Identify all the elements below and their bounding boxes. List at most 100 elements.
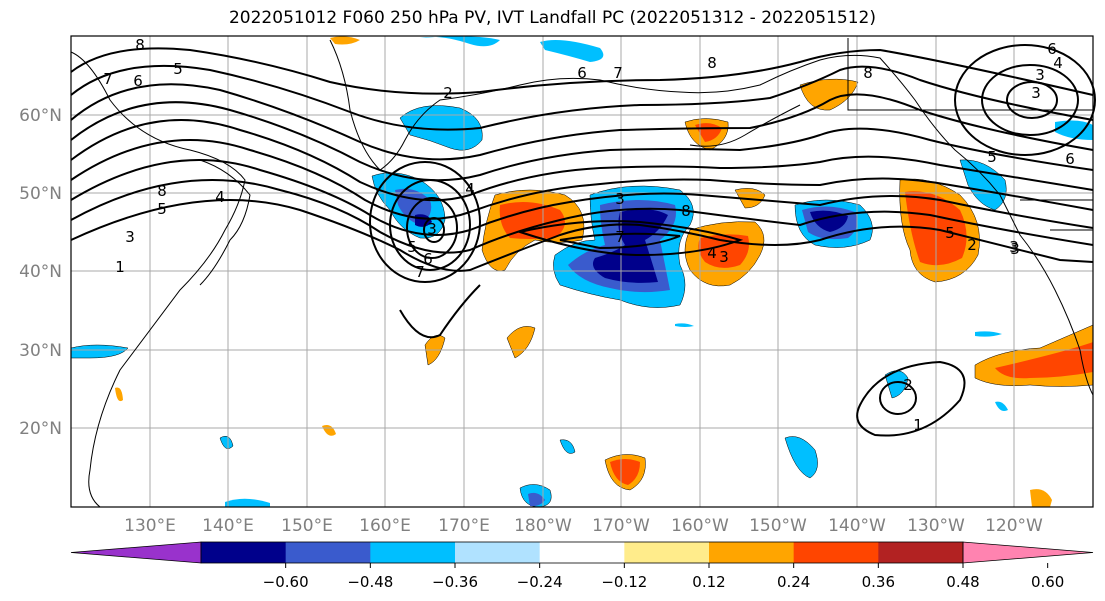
- contour-label: 5: [157, 200, 167, 218]
- longitude-tick-label: 130°W: [907, 516, 965, 536]
- contour-label: 1: [913, 416, 923, 434]
- contour-label: 6: [1065, 150, 1075, 168]
- contour-label: 1: [115, 258, 125, 276]
- longitude-tick-label: 170°W: [592, 516, 650, 536]
- colorbar-segment: [624, 542, 710, 563]
- contour-label: 3: [427, 220, 437, 238]
- shade-blob: [528, 492, 545, 507]
- latitude-tick-label: 60°N: [19, 106, 62, 126]
- shade-blob: [219, 436, 234, 449]
- colorbar-segment: [370, 542, 456, 563]
- gridlines: [71, 36, 1093, 507]
- contour-label: 3: [1031, 84, 1041, 102]
- shade-blob: [499, 201, 565, 239]
- longitude-tick-label: 160°W: [671, 516, 729, 536]
- shade-blob: [884, 370, 909, 399]
- contour-label: 8: [135, 36, 145, 54]
- longitude-tick-label: 120°W: [985, 516, 1043, 536]
- contour-label: 4: [465, 180, 475, 198]
- contour-label: 8: [681, 202, 691, 220]
- longitude-tick-label: 140°W: [828, 516, 886, 536]
- colorbar-extend-max: [962, 541, 1094, 564]
- shade-blob: [610, 459, 640, 485]
- contour-label: 2: [967, 236, 977, 254]
- latitude-tick-label: 50°N: [19, 184, 62, 204]
- shade-blob: [975, 331, 1002, 337]
- contour-label: 7: [613, 64, 623, 82]
- contour-label: 4: [707, 244, 717, 262]
- colorbar-segment: [455, 542, 541, 563]
- map-frame: [70, 35, 1094, 508]
- contour-label: 5: [987, 148, 997, 166]
- shade-blob: [1030, 489, 1052, 507]
- pv-contours: [70, 44, 1096, 437]
- contour-label: 5: [945, 224, 955, 242]
- colorbar-extend-min: [70, 541, 202, 564]
- colorbar: −0.60 −0.48 −0.36 −0.24 −0.12 0.12 0.24 0.36 0.4…: [70, 541, 1094, 591]
- colorbar-segment: [285, 542, 371, 563]
- contour-label: 3: [1010, 240, 1020, 258]
- colorbar-tick-label: −0.24: [517, 573, 563, 591]
- latitude-labels: 60°N 50°N 40°N 30°N 20°N: [19, 106, 62, 439]
- shade-blob: [540, 40, 604, 62]
- shade-blob: [995, 401, 1008, 411]
- shade-blob: [995, 342, 1093, 379]
- colorbar-outline: [200, 541, 964, 564]
- contour-label: 3: [719, 248, 729, 266]
- colorbar-tick-label: 0.24: [777, 573, 810, 591]
- longitude-tick-label: 180°W: [514, 516, 572, 536]
- latitude-tick-label: 20°N: [19, 419, 62, 439]
- shade-blob: [959, 159, 1007, 211]
- contour-label: 3: [125, 228, 135, 246]
- contour-label: 6: [133, 72, 143, 90]
- colorbar-segment: [201, 542, 287, 563]
- longitude-tick-label: 170°E: [438, 516, 490, 536]
- contour-label: 4: [215, 188, 225, 206]
- contour-label: 6: [577, 64, 587, 82]
- colorbar-tick-label: 0.60: [1031, 573, 1064, 591]
- longitude-tick-label: 140°E: [202, 516, 254, 536]
- shade-blob: [675, 323, 694, 327]
- contour-label: 8: [707, 54, 717, 72]
- contour-label: 3: [1035, 66, 1045, 84]
- colorbar-segment: [878, 542, 964, 563]
- contour-label: 7: [103, 70, 113, 88]
- contour-label: 3: [1009, 238, 1019, 256]
- contour-label: 7: [415, 263, 425, 281]
- longitude-tick-label: 150°E: [281, 516, 333, 536]
- contour-label: 2: [903, 376, 913, 394]
- contour-label: 2: [443, 84, 453, 102]
- contour-label: 7: [615, 228, 625, 246]
- shade-blob: [225, 498, 270, 507]
- shade-blob: [784, 436, 818, 479]
- contour-label: 6: [423, 250, 433, 268]
- contour-label: 3: [615, 190, 625, 208]
- contour-label: 5: [173, 60, 183, 78]
- shade-blob: [115, 387, 123, 402]
- colorbar-tick-label: 0.36: [862, 573, 895, 591]
- colorbar-tick-label: −0.36: [432, 573, 478, 591]
- latitude-tick-label: 40°N: [19, 262, 62, 282]
- longitude-tick-label: 130°E: [124, 516, 176, 536]
- colorbar-tick-label: −0.48: [347, 573, 393, 591]
- contour-label: 6: [1047, 40, 1057, 58]
- contour-label: 4: [1053, 54, 1063, 72]
- contour-label: 5: [407, 238, 417, 256]
- contour-label: 8: [157, 182, 167, 200]
- shade-blob: [559, 439, 576, 454]
- contour-label: 8: [863, 64, 873, 82]
- longitude-labels: 130°E 140°E 150°E 160°E 170°E 180°W 170°W 160°W…: [124, 516, 1043, 536]
- map-title: 2022051012 F060 250 hPa PV, IVT Landfall…: [228, 8, 876, 28]
- colorbar-tick-label: 0.12: [692, 573, 725, 591]
- colorbar-segment: [709, 542, 795, 563]
- colorbar-tick-label: 0.48: [946, 573, 979, 591]
- shade-blob: [330, 36, 360, 45]
- colorbar-tick-label: −0.12: [601, 573, 647, 591]
- shade-blob: [70, 344, 129, 359]
- colorbar-segment: [539, 542, 625, 563]
- longitude-tick-label: 160°E: [359, 516, 411, 536]
- colorbar-tick-label: −0.60: [263, 573, 309, 591]
- longitude-tick-label: 150°W: [749, 516, 807, 536]
